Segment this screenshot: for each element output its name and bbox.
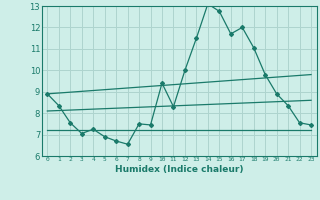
X-axis label: Humidex (Indice chaleur): Humidex (Indice chaleur) bbox=[115, 165, 244, 174]
